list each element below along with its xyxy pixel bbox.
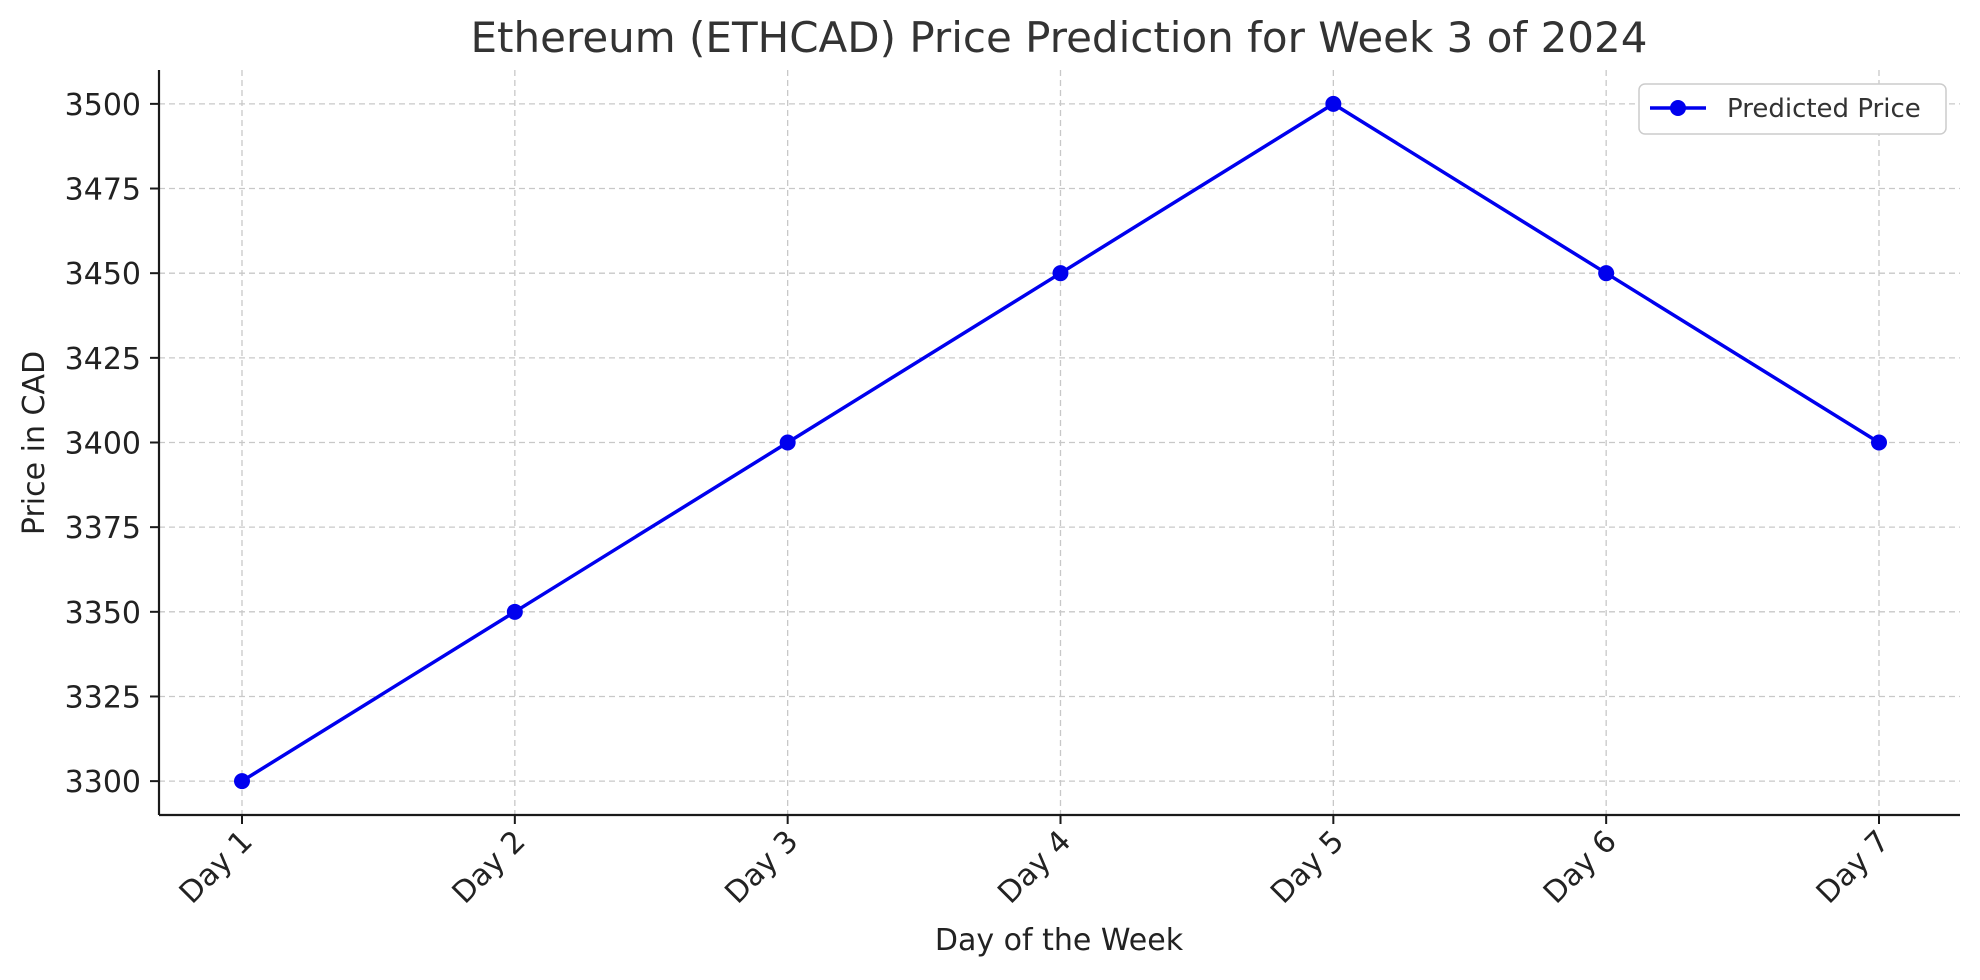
y-tick-label: 3450 (65, 257, 141, 292)
data-point (1598, 265, 1615, 282)
y-tick-label: 3400 (65, 427, 141, 462)
y-tick-label: 3475 (65, 173, 141, 208)
y-axis-label: Price in CAD (17, 351, 52, 535)
legend: Predicted Price (1638, 83, 1947, 135)
data-point (1871, 434, 1887, 451)
legend-label-predicted-price: Predicted Price (1727, 94, 1921, 124)
legend-marker-swatch (1670, 100, 1686, 116)
x-axis-label: Day of the Week (935, 923, 1184, 958)
y-tick-label: 3425 (65, 342, 141, 377)
data-point (1052, 265, 1069, 282)
series-predicted-price (234, 95, 1887, 790)
grid (159, 70, 1960, 815)
y-tick-label: 3350 (65, 596, 141, 631)
y-tick-label: 3375 (65, 511, 141, 546)
y-tick-label: 3500 (65, 88, 141, 123)
y-tick-label: 3300 (65, 765, 141, 800)
data-point (234, 773, 250, 790)
data-point (506, 603, 523, 620)
y-tick-label: 3325 (65, 680, 141, 715)
chart-title: Ethereum (ETHCAD) Price Prediction for W… (471, 13, 1648, 62)
data-point (1325, 95, 1342, 112)
y-axis-ticks: 3300 3325 3350 3375 3400 3425 3450 3475 3500 (65, 88, 159, 800)
legend-box (1638, 83, 1947, 135)
data-point (779, 434, 796, 451)
